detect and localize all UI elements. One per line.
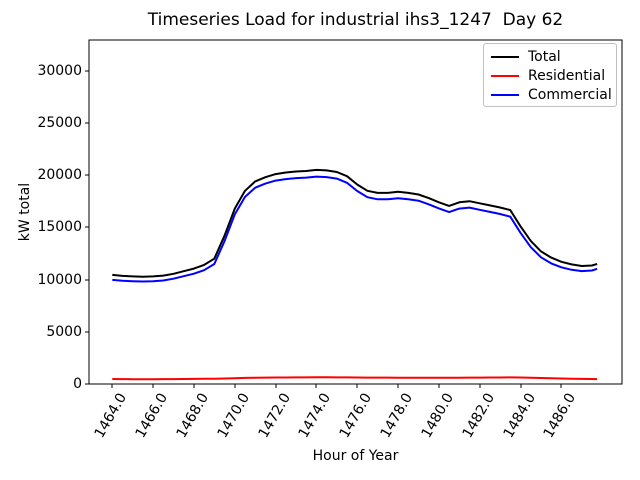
legend: Total Residential Commercial xyxy=(483,43,617,107)
series-line-residential xyxy=(112,376,598,381)
legend-line-sample xyxy=(491,55,519,58)
y-tick-label: 20000 xyxy=(37,167,82,184)
y-tick-label: 30000 xyxy=(37,62,82,79)
legend-item-commercial: Commercial xyxy=(491,85,616,104)
axes-frame xyxy=(88,39,623,385)
y-tick-label: 0 xyxy=(73,376,82,392)
legend-label: Residential xyxy=(528,67,606,84)
y-tick-label: 10000 xyxy=(37,271,82,288)
chart-title: Timeseries Load for industrial ihs3_1247… xyxy=(147,10,564,30)
legend-line-sample xyxy=(491,74,519,77)
legend-item-total: Total xyxy=(491,47,616,66)
legend-label: Total xyxy=(528,48,561,65)
legend-line-sample xyxy=(491,93,519,96)
y-tick-label: 25000 xyxy=(37,114,82,131)
series-line-commercial xyxy=(112,175,598,283)
series-line-total xyxy=(112,168,598,278)
y-tick-label: 5000 xyxy=(46,323,82,340)
y-tick-label: 15000 xyxy=(37,219,82,236)
legend-item-residential: Residential xyxy=(491,66,616,85)
legend-label: Commercial xyxy=(528,86,612,103)
x-axis-label: Hour of Year xyxy=(312,448,399,464)
